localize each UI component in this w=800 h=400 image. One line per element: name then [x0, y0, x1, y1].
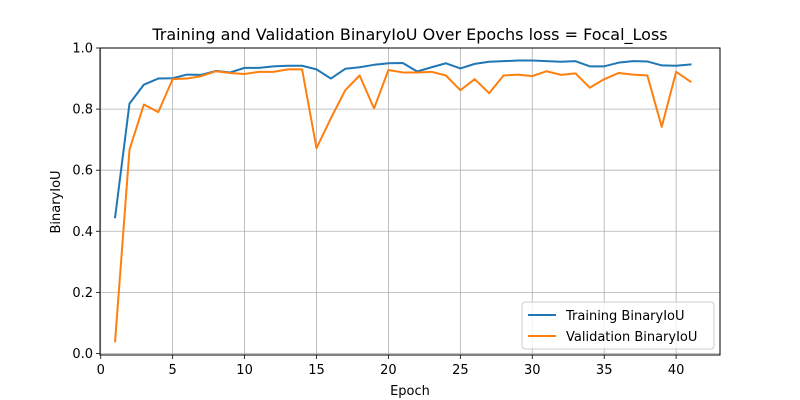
series-group	[113, 59, 692, 343]
y-tick-label: 0.2	[72, 286, 93, 301]
y-tick-label: 1.0	[72, 42, 93, 57]
series-line-validation	[114, 68, 692, 343]
x-tick-label: 20	[380, 363, 397, 378]
x-tick-label: 30	[524, 363, 541, 378]
x-tick-label: 35	[596, 363, 613, 378]
x-tick-label: 5	[169, 363, 177, 378]
chart-title: Training and Validation BinaryIoU Over E…	[151, 25, 667, 45]
y-tick-label: 0.0	[72, 347, 93, 362]
y-tick-label: 0.4	[72, 225, 93, 240]
plot-frame	[99, 47, 721, 356]
legend-label-validation: Validation BinaryIoU	[566, 330, 697, 345]
x-tick-label: 25	[452, 363, 469, 378]
axis-ticks: 0 5 10 15 20 25 30 35 40 0.0 0.2 0.4 0.6 0.8 1.0	[72, 42, 684, 379]
y-axis-label: BinaryIoU	[49, 170, 64, 233]
y-tick-label: 0.6	[72, 164, 93, 179]
x-tick-label: 10	[236, 363, 253, 378]
x-tick-label: 40	[668, 363, 685, 378]
y-tick-label: 0.8	[72, 103, 93, 118]
x-axis-label: Epoch	[390, 384, 430, 399]
legend: Training BinaryIoU Validation BinaryIoU	[521, 301, 715, 350]
x-tick-label: 0	[97, 363, 105, 378]
x-tick-label: 15	[308, 363, 325, 378]
legend-label-training: Training BinaryIoU	[565, 309, 685, 324]
legend-box	[521, 301, 715, 350]
